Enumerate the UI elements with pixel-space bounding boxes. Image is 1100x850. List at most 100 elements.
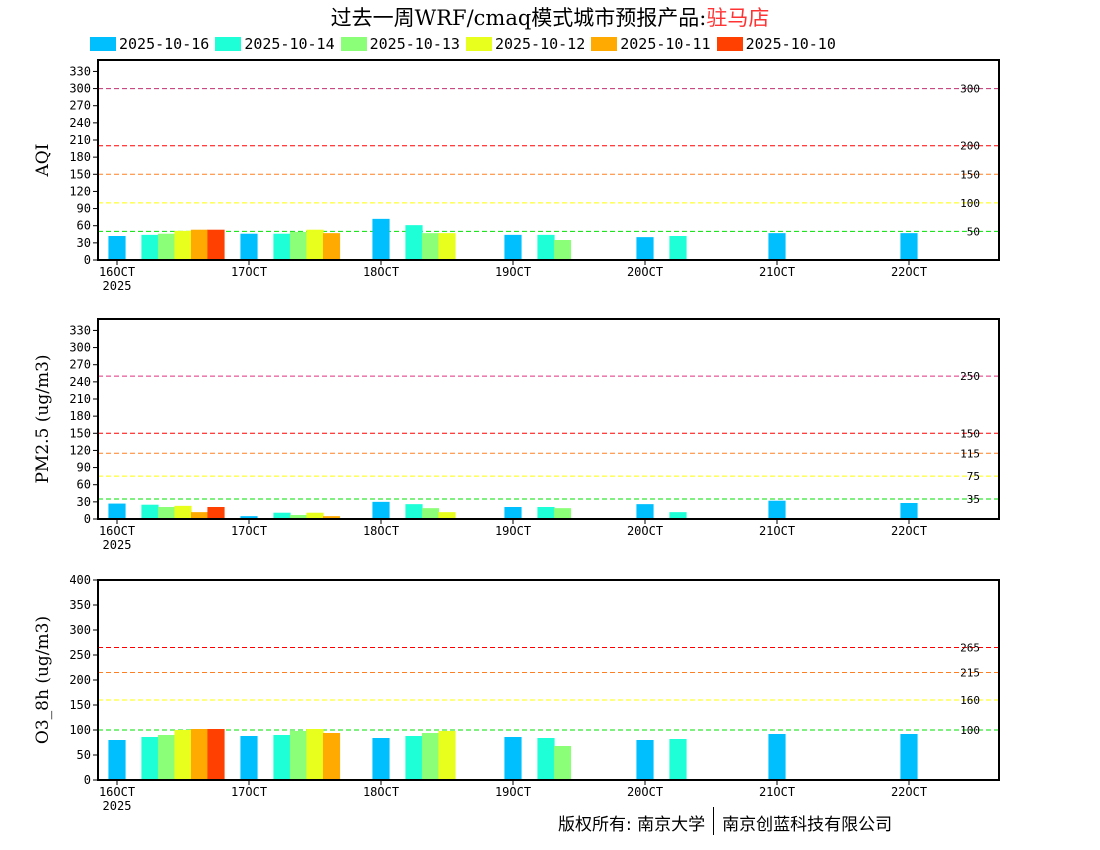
x-tick-label: 21OCT: [759, 265, 795, 279]
bar-2025-10-16: [900, 734, 918, 780]
threshold-label: 100: [960, 724, 980, 737]
y-tick-label: 90: [77, 461, 91, 475]
x-tick-label: 22OCT: [891, 524, 927, 538]
threshold-label: 115: [960, 447, 980, 460]
legend-item: 2025-10-10: [716, 35, 836, 53]
threshold-label: 300: [960, 83, 980, 96]
x-tick-label: 22OCT: [891, 265, 927, 279]
footer-divider: [713, 807, 715, 835]
x-tick-label: 21OCT: [759, 785, 795, 799]
x-tick-label: 18OCT: [363, 265, 399, 279]
bar-2025-10-11: [322, 733, 341, 780]
bar-2025-10-13: [289, 731, 308, 780]
legend-item: 2025-10-14: [215, 35, 335, 53]
y-tick-label: 300: [69, 82, 91, 96]
bar-2025-10-16: [372, 218, 390, 260]
y-tick-label: 30: [77, 495, 91, 509]
x-tick-label: 20OCT: [627, 265, 663, 279]
y-tick-label: 330: [69, 323, 91, 337]
bar-2025-10-16: [636, 237, 654, 260]
bar-2025-10-16: [768, 233, 786, 260]
x-tick-label: 19OCT: [495, 524, 531, 538]
bar-2025-10-14: [669, 739, 687, 780]
bar-2025-10-14: [141, 737, 159, 780]
y-tick-label: 270: [69, 358, 91, 372]
bar-2025-10-13: [421, 508, 440, 519]
bar-2025-10-13: [421, 233, 440, 260]
bar-2025-10-12: [306, 229, 324, 260]
legend-item: 2025-10-13: [340, 35, 460, 53]
bar-2025-10-10: [207, 229, 225, 260]
x-tick-label: 17OCT: [231, 785, 267, 799]
threshold-label: 75: [967, 470, 980, 483]
y-tick-label: 240: [69, 116, 91, 130]
y-tick-label: 50: [77, 748, 91, 762]
bar-2025-10-16: [504, 737, 522, 780]
bar-2025-10-14: [273, 735, 291, 780]
bar-2025-10-13: [157, 507, 176, 519]
y-tick-label: 240: [69, 375, 91, 389]
bar-2025-10-12: [438, 233, 456, 260]
bar-2025-10-16: [108, 503, 126, 519]
bar-2025-10-14: [537, 234, 555, 260]
legend-label: 2025-10-13: [369, 35, 460, 53]
bar-2025-10-13: [553, 240, 572, 260]
legend-swatch: [215, 37, 242, 51]
x-tick-label: 18OCT: [363, 524, 399, 538]
y-tick-label: 180: [69, 150, 91, 164]
y-tick-label: 180: [69, 409, 91, 423]
bar-2025-10-11: [190, 229, 209, 260]
title-main: 过去一周WRF/cmaq模式城市预报产品:: [330, 6, 707, 30]
bar-2025-10-13: [157, 233, 176, 260]
bar-2025-10-16: [636, 740, 654, 780]
bar-2025-10-16: [636, 504, 654, 519]
y-tick-label: 100: [69, 723, 91, 737]
bar-2025-10-12: [438, 731, 456, 780]
bar-2025-10-13: [157, 735, 176, 780]
legend-label: 2025-10-16: [119, 35, 210, 53]
y-tick-label: 0: [84, 253, 91, 267]
legend-label: 2025-10-10: [745, 35, 836, 53]
threshold-label: 100: [960, 197, 980, 210]
bar-2025-10-16: [900, 233, 918, 260]
y-tick-label: 250: [69, 648, 91, 662]
bar-2025-10-11: [322, 233, 341, 260]
x-tick-label: 20OCT: [627, 785, 663, 799]
bar-2025-10-16: [900, 503, 918, 519]
bar-2025-10-13: [553, 746, 572, 780]
bar-2025-10-16: [240, 736, 258, 780]
panel-1: 300 200 150 100 50 0 30 60 90 120 150 180 210 240 270 3…: [33, 59, 1000, 293]
y-axis-label: O3_8h (ug/m3): [33, 616, 53, 744]
legend-swatch: [465, 37, 492, 51]
bar-2025-10-14: [405, 504, 423, 519]
x-tick-label: 17OCT: [231, 524, 267, 538]
bar-2025-10-11: [322, 516, 341, 519]
bar-2025-10-12: [306, 729, 324, 780]
bar-2025-10-14: [669, 236, 687, 260]
y-tick-label: 60: [77, 219, 91, 233]
bar-2025-10-16: [504, 234, 522, 260]
y-tick-label: 0: [84, 512, 91, 526]
footer-right: 南京创蓝科技有限公司: [722, 815, 893, 835]
bar-2025-10-12: [438, 512, 456, 519]
title-site: 驻马店: [706, 6, 770, 30]
legend-swatch: [716, 37, 743, 51]
x-tick-label: 19OCT: [495, 265, 531, 279]
threshold-label: 200: [960, 140, 980, 153]
x-tick-label: 16OCT: [99, 265, 135, 279]
y-tick-label: 330: [69, 64, 91, 78]
bar-2025-10-16: [240, 233, 258, 260]
legend: 2025-10-16 2025-10-14 2025-10-13 2025-10-12…: [90, 35, 842, 53]
legend-item: 2025-10-12: [465, 35, 585, 53]
bar-2025-10-14: [537, 738, 555, 780]
x-year-label: 2025: [103, 799, 132, 813]
bar-2025-10-13: [553, 508, 572, 519]
plot-frame: [97, 318, 1000, 520]
x-tick-label: 18OCT: [363, 785, 399, 799]
y-tick-label: 120: [69, 184, 91, 198]
legend-item: 2025-10-11: [591, 35, 711, 53]
y-tick-label: 300: [69, 341, 91, 355]
legend-swatch: [591, 37, 618, 51]
bar-2025-10-16: [372, 501, 390, 519]
copyright-footer: 版权所有: 南京大学 南京创蓝科技有限公司: [558, 807, 893, 835]
